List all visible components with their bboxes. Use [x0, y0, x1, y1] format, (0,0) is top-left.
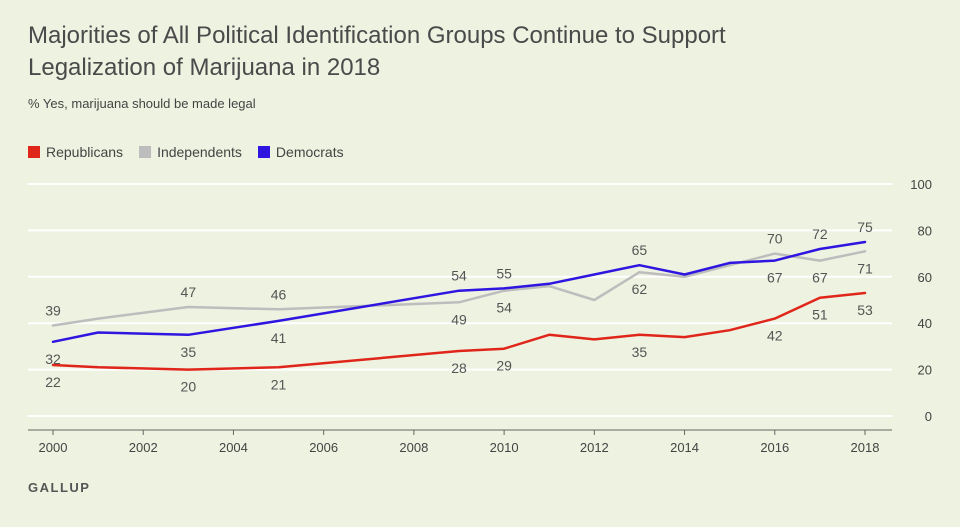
series-line-republicans [51, 291, 867, 371]
x-tick-label: 2000 [39, 440, 68, 455]
data-label: 47 [181, 284, 197, 300]
legend-item-independents: Independents [139, 144, 242, 160]
legend-label-democrats: Democrats [275, 144, 344, 160]
data-label: 70 [767, 231, 783, 247]
x-tick-label: 2006 [309, 440, 338, 455]
data-label: 51 [812, 307, 828, 323]
x-tick-label: 2016 [760, 440, 789, 455]
data-label: 32 [45, 351, 61, 367]
data-label: 22 [45, 374, 61, 390]
data-label: 53 [857, 302, 873, 318]
legend-swatch-republicans [28, 146, 40, 158]
data-label: 54 [451, 268, 467, 284]
y-tick-label: 20 [918, 363, 932, 378]
y-tick-label: 40 [918, 316, 932, 331]
data-label: 62 [632, 281, 648, 297]
legend-swatch-independents [139, 146, 152, 158]
data-label: 20 [181, 379, 197, 395]
legend-label-independents: Independents [157, 144, 242, 160]
chart-subtitle: % Yes, marijuana should be made legal [28, 96, 256, 111]
x-tick-label: 2014 [670, 440, 699, 455]
data-label: 42 [767, 328, 783, 344]
data-label: 35 [181, 344, 197, 360]
data-label: 54 [496, 300, 512, 316]
legend-label-republicans: Republicans [46, 144, 124, 160]
x-tick-label: 2008 [399, 440, 428, 455]
data-label: 55 [496, 265, 512, 281]
y-tick-label: 60 [918, 270, 932, 285]
x-tick-label: 2004 [219, 440, 248, 455]
legend-item-republicans: Republicans [28, 144, 123, 160]
data-label: 21 [271, 376, 287, 392]
data-label: 72 [812, 226, 828, 242]
series-line-democrats [51, 240, 867, 344]
data-label: 35 [632, 344, 648, 360]
series-line-independents [51, 250, 867, 327]
data-label: 46 [271, 286, 287, 302]
data-label: 29 [496, 358, 512, 374]
data-label: 28 [451, 360, 467, 376]
data-label: 75 [857, 219, 873, 235]
x-tick-label: 2002 [129, 440, 158, 455]
data-label: 71 [857, 260, 873, 276]
y-tick-label: 0 [925, 409, 932, 424]
legend-item-democrats: Democrats [257, 144, 344, 160]
x-tick-label: 2018 [851, 440, 880, 455]
x-tick-label: 2010 [490, 440, 519, 455]
chart-title: Majorities of All Political Identificati… [28, 22, 726, 81]
data-label: 39 [45, 303, 61, 319]
data-label: 65 [632, 242, 648, 258]
y-tick-label: 80 [918, 223, 932, 238]
legend-swatch-democrats [257, 146, 270, 158]
x-tick-label: 2012 [580, 440, 609, 455]
data-label: 67 [812, 270, 828, 286]
legend: Republicans Independents Democrats [28, 144, 344, 160]
data-label: 49 [451, 311, 467, 327]
brand-logo: GALLUP [28, 480, 91, 495]
y-tick-label: 100 [910, 177, 932, 192]
data-label: 41 [271, 330, 287, 346]
data-label: 67 [767, 270, 783, 286]
